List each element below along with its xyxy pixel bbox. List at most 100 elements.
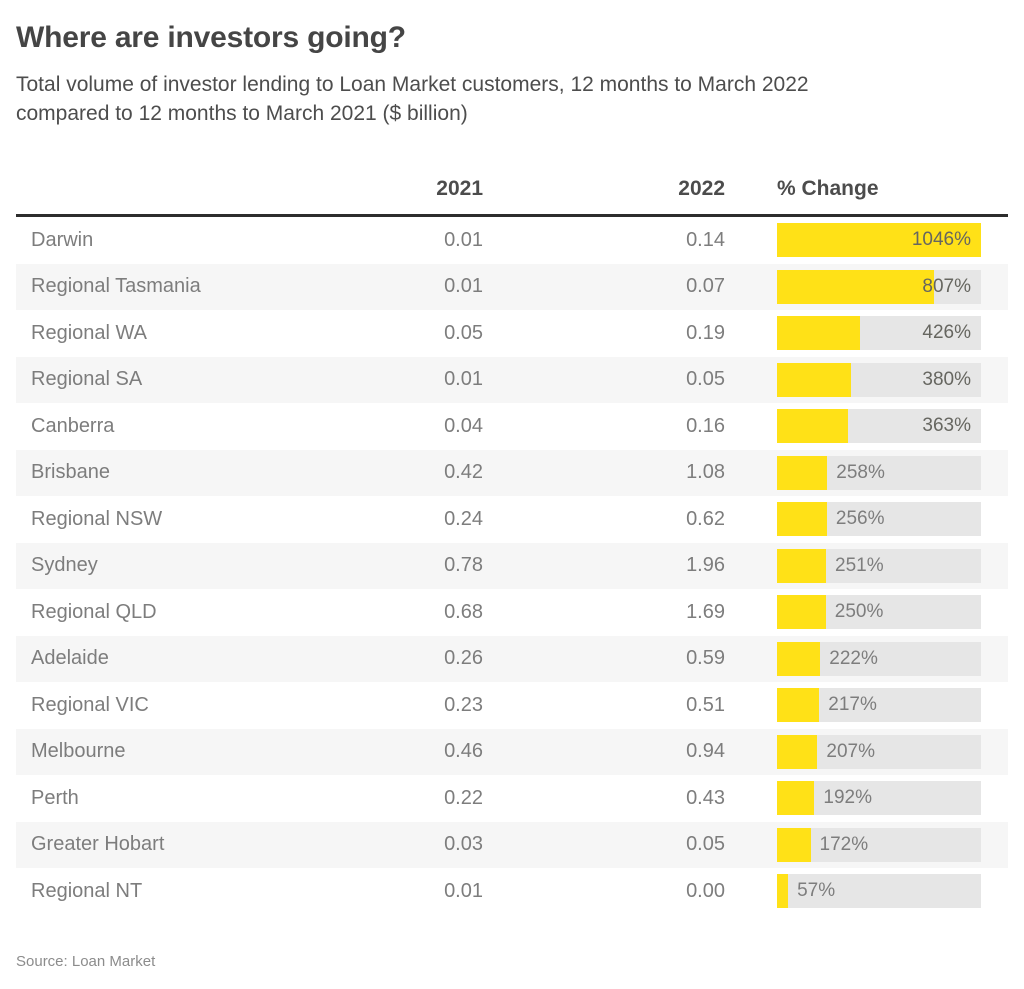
- region-label: Darwin: [31, 228, 94, 251]
- change-bar-cell: 172%: [777, 822, 981, 869]
- change-bar-cell: 222%: [777, 636, 981, 683]
- value-2021: 0.01: [444, 879, 483, 902]
- value-2021: 0.22: [444, 786, 483, 809]
- change-label: 363%: [922, 415, 971, 437]
- change-bar-cell: 363%: [777, 403, 981, 450]
- change-bar-track: 807%: [777, 269, 981, 304]
- change-label: 57%: [797, 880, 836, 902]
- header-2022: 2022: [678, 177, 725, 200]
- table-header-row: 2021 2022 % Change: [16, 128, 1008, 217]
- change-bar: [777, 316, 861, 351]
- value-2021: 0.23: [444, 693, 483, 716]
- value-2022: 0.19: [686, 321, 725, 344]
- change-bar-cell: 207%: [777, 729, 981, 776]
- change-bar-track: 380%: [777, 362, 981, 397]
- change-bar: [777, 827, 811, 862]
- change-bar-track: 1046%: [777, 223, 981, 258]
- region-label: Sydney: [31, 554, 98, 577]
- table-row: Perth 0.22 0.43 192%: [16, 775, 1008, 822]
- table-row: Sydney 0.78 1.96 251%: [16, 542, 1008, 590]
- table-row: Adelaide 0.26 0.59 222%: [16, 635, 1008, 683]
- table-row: Melbourne 0.46 0.94 207%: [16, 728, 1008, 776]
- table-row: Regional NT 0.01 0.00 57%: [16, 868, 1008, 915]
- change-bar: [777, 548, 826, 583]
- table-row: Canberra 0.04 0.16 363%: [16, 403, 1008, 450]
- table-row: Regional VIC 0.23 0.51 217%: [16, 682, 1008, 729]
- change-bar-cell: 807%: [777, 264, 981, 311]
- change-bar: [777, 734, 818, 769]
- change-bar-cell: 251%: [777, 543, 981, 590]
- value-2022: 0.05: [686, 368, 725, 391]
- table-row: Darwin 0.01 0.14 1046%: [16, 217, 1008, 264]
- change-bar-track: 250%: [777, 595, 981, 630]
- value-2021: 0.05: [444, 321, 483, 344]
- change-label: 217%: [828, 694, 877, 716]
- region-label: Regional NT: [31, 879, 143, 902]
- region-label: Regional SA: [31, 368, 143, 391]
- table-row: Regional SA 0.01 0.05 380%: [16, 356, 1008, 403]
- value-2022: 0.14: [686, 228, 725, 251]
- region-label: Canberra: [31, 414, 115, 437]
- table-row: Regional Tasmania 0.01 0.07 807%: [16, 263, 1008, 311]
- change-bar: [777, 455, 828, 490]
- value-2022: 0.62: [686, 507, 725, 530]
- header-percent-change: % Change: [777, 177, 879, 200]
- change-bar-track: 258%: [777, 455, 981, 490]
- change-bar-cell: 1046%: [777, 217, 981, 264]
- change-label: 207%: [826, 740, 875, 762]
- change-bar: [777, 223, 981, 258]
- change-bar-track: 192%: [777, 781, 981, 816]
- change-bar-track: 256%: [777, 502, 981, 537]
- header-2021: 2021: [436, 177, 483, 200]
- change-bar: [777, 874, 789, 909]
- table-body: Darwin 0.01 0.14 1046% Regional Tasmania 0.01…: [16, 217, 1008, 915]
- change-bar-cell: 57%: [777, 868, 981, 915]
- region-label: Regional Tasmania: [31, 275, 201, 298]
- region-label: Regional QLD: [31, 600, 157, 623]
- change-bar-track: 363%: [777, 409, 981, 444]
- change-bar-cell: 217%: [777, 682, 981, 729]
- region-label: Greater Hobart: [31, 833, 165, 856]
- value-2021: 0.42: [444, 461, 483, 484]
- source-attribution: Source: Loan Market: [16, 952, 156, 970]
- change-label: 258%: [836, 461, 885, 483]
- change-bar-track: 207%: [777, 734, 981, 769]
- lending-table: 2021 2022 % Change Darwin 0.01 0.14 1046% Re…: [16, 128, 1008, 915]
- page-title: Where are investors going?: [16, 21, 406, 54]
- change-bar-cell: 426%: [777, 310, 981, 357]
- change-bar-cell: 258%: [777, 450, 981, 497]
- value-2022: 0.94: [686, 740, 725, 763]
- value-2021: 0.78: [444, 554, 483, 577]
- value-2022: 1.08: [686, 461, 725, 484]
- value-2022: 1.96: [686, 554, 725, 577]
- value-2022: 0.43: [686, 786, 725, 809]
- value-2021: 0.68: [444, 600, 483, 623]
- change-bar: [777, 688, 820, 723]
- value-2021: 0.01: [444, 228, 483, 251]
- region-label: Regional WA: [31, 321, 147, 344]
- value-2022: 0.16: [686, 414, 725, 437]
- value-2022: 0.59: [686, 647, 725, 670]
- change-label: 222%: [829, 647, 878, 669]
- region-label: Adelaide: [31, 647, 109, 670]
- table-row: Greater Hobart 0.03 0.05 172%: [16, 821, 1008, 869]
- value-2022: 1.69: [686, 600, 725, 623]
- region-label: Brisbane: [31, 461, 110, 484]
- change-label: 172%: [819, 833, 869, 855]
- change-label: 192%: [823, 787, 872, 809]
- change-label: 426%: [922, 322, 971, 344]
- change-label: 250%: [834, 601, 884, 623]
- change-bar-cell: 250%: [777, 589, 981, 636]
- value-2021: 0.24: [444, 507, 483, 530]
- value-2021: 0.01: [444, 275, 483, 298]
- change-bar: [777, 595, 826, 630]
- change-label: 1046%: [911, 229, 971, 251]
- change-bar-cell: 192%: [777, 775, 981, 822]
- value-2021: 0.03: [444, 833, 483, 856]
- region-label: Regional VIC: [31, 693, 149, 716]
- change-bar: [777, 502, 827, 537]
- value-2021: 0.04: [444, 414, 483, 437]
- change-label: 380%: [922, 368, 971, 390]
- change-bar-track: 57%: [777, 874, 981, 909]
